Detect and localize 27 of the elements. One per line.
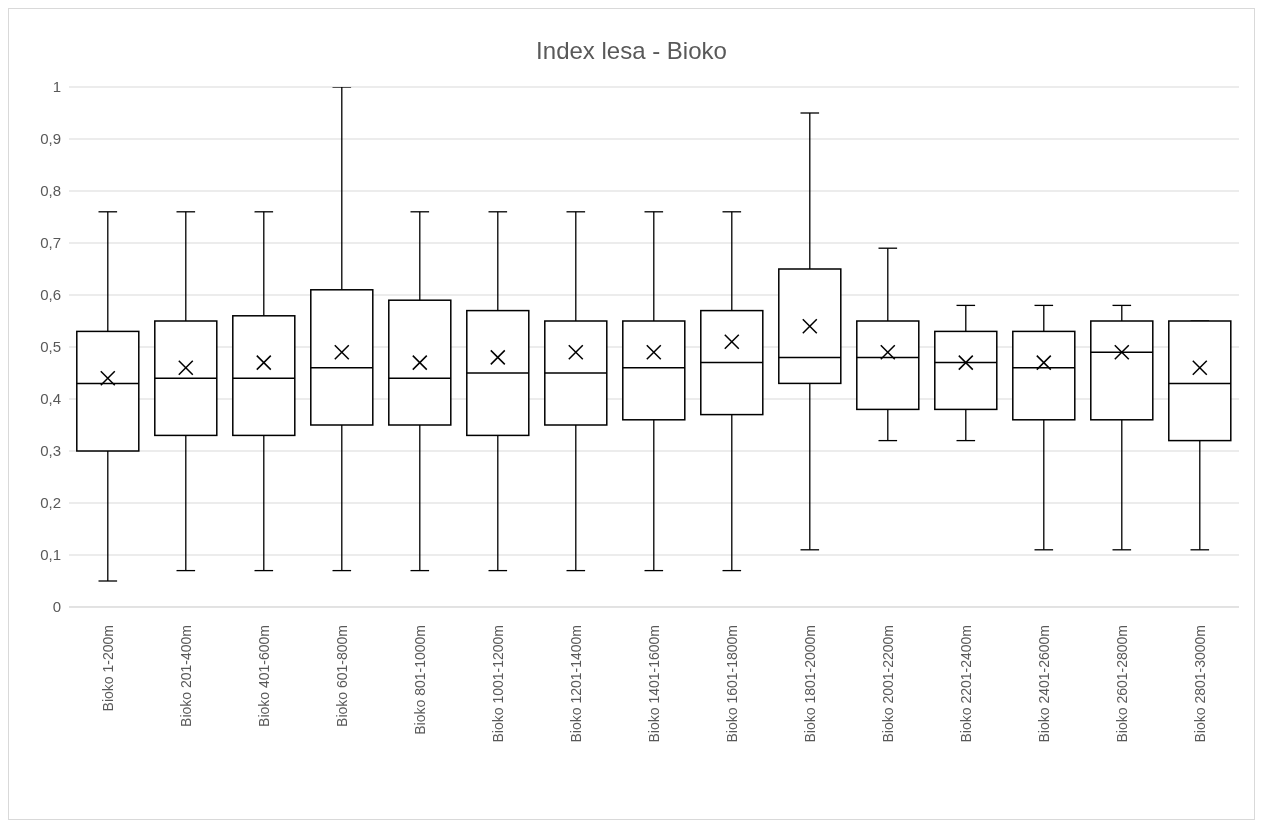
x-tick-label: Bioko 1401-1600m: [646, 625, 662, 743]
y-tick-label: 0,9: [40, 130, 61, 148]
x-tick-label: Bioko 801-1000m: [412, 625, 428, 735]
x-tick-label: Bioko 601-800m: [334, 625, 350, 727]
x-tick-label: Bioko 1801-2000m: [802, 625, 818, 743]
x-tick-label: Bioko 401-600m: [256, 625, 272, 727]
chart-title: Index lesa - Bioko: [535, 36, 728, 66]
x-tick-label: Bioko 201-400m: [178, 625, 194, 727]
y-tick-label: 0: [52, 598, 61, 616]
y-tick-label: 0,5: [40, 338, 61, 356]
y-tick-label: 0,2: [40, 494, 61, 512]
y-tick-label: 0,7: [40, 234, 61, 252]
y-tick-label: 0,4: [40, 390, 61, 408]
y-tick-label: 0,8: [40, 182, 61, 200]
y-tick-label: 0,6: [40, 286, 61, 304]
x-tick-label: Bioko 2801-3000m: [1192, 625, 1208, 743]
y-tick-label: 0,3: [40, 442, 61, 460]
x-tick-label: Bioko 1001-1200m: [490, 625, 506, 743]
x-tick-label: Bioko 2401-2600m: [1036, 625, 1052, 743]
x-tick-label: Bioko 2001-2200m: [880, 625, 896, 743]
x-tick-label: Bioko 1-200m: [100, 625, 116, 712]
y-tick-label: 1: [52, 78, 61, 96]
x-tick-label: Bioko 2601-2800m: [1114, 625, 1130, 743]
x-tick-label: Bioko 1601-1800m: [724, 625, 740, 743]
y-tick-label: 0,1: [40, 546, 61, 564]
x-tick-label: Bioko 2201-2400m: [958, 625, 974, 743]
x-tick-label: Bioko 1201-1400m: [568, 625, 584, 743]
